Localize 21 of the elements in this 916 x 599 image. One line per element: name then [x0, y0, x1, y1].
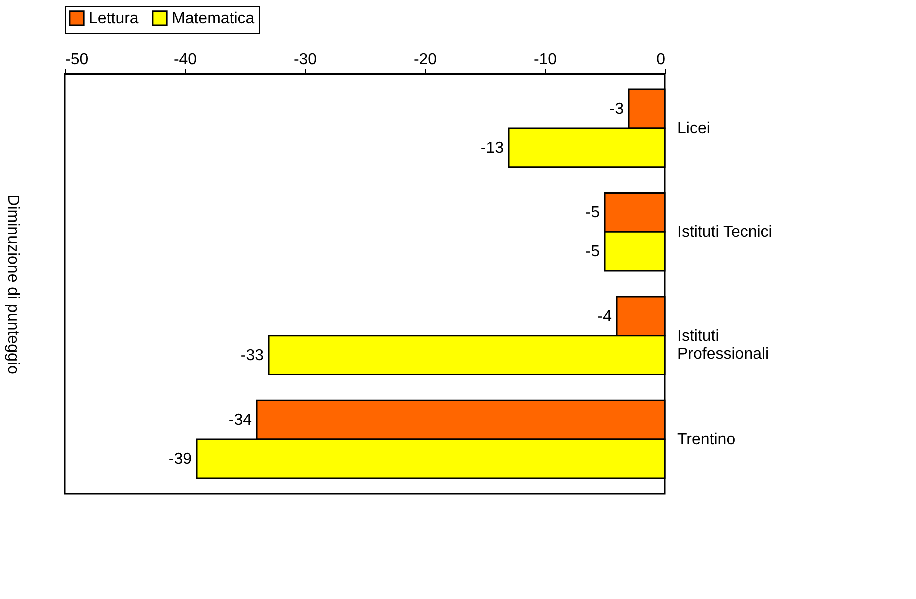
x-tick-label: -20 — [414, 52, 438, 68]
x-tick-label: -50 — [66, 52, 89, 68]
y-tick-label: Istituti Professionali — [678, 328, 770, 363]
x-tick-label: 0 — [656, 52, 666, 68]
data-label: -5 — [586, 244, 600, 261]
x-tick-label: -10 — [534, 52, 558, 68]
data-label: -5 — [586, 204, 600, 222]
data-label: -13 — [480, 140, 504, 157]
y-tick-label: Licei — [678, 120, 710, 138]
data-label: -3 — [610, 101, 624, 118]
data-label: -33 — [240, 347, 264, 364]
data-label: -34 — [228, 412, 252, 430]
x-tick-label: -40 — [174, 52, 198, 68]
legend-label: Lettura — [89, 10, 139, 28]
data-label: -39 — [168, 451, 192, 468]
x-tick-label: -30 — [294, 52, 318, 68]
y-tick-label: Trentino — [678, 432, 736, 449]
y-tick-label: Istituti Tecnici — [678, 224, 772, 242]
data-label: -4 — [598, 308, 612, 326]
legend-label: Matematica — [172, 10, 255, 28]
y-axis-title: Diminuzione di punteggio — [4, 194, 22, 374]
